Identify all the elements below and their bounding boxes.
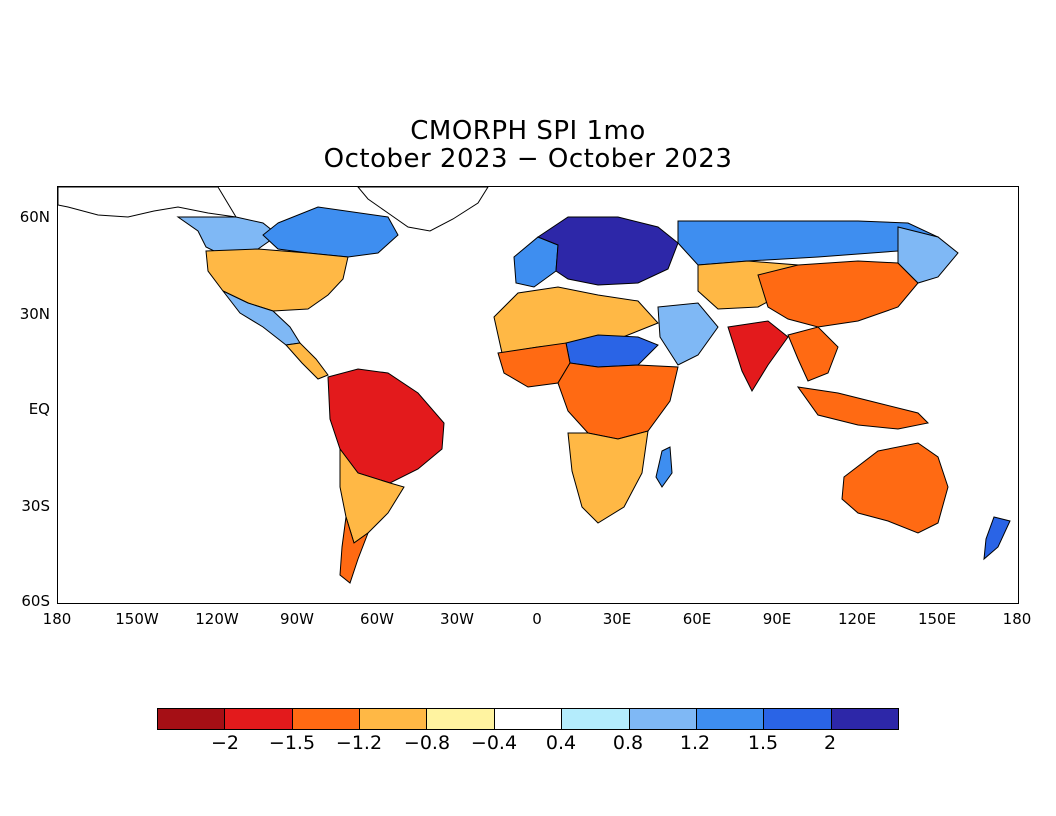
region-eastern-canada	[262, 206, 399, 258]
region-southern-africa	[567, 430, 649, 524]
region-southern-south-america	[339, 447, 405, 544]
colorbar-swatch	[158, 709, 226, 729]
map-subtitle: October 2023 − October 2023	[323, 144, 733, 174]
colorbar-label: 1.5	[747, 732, 779, 754]
colorbar-swatch	[292, 709, 361, 729]
colorbar-swatch	[360, 709, 428, 729]
region-china	[757, 260, 919, 328]
colorbar-swatch	[427, 709, 495, 729]
lat-label-30n: 30N	[19, 305, 50, 323]
region-southeast-asia	[787, 326, 839, 382]
region-indonesia	[796, 386, 930, 430]
colorbar-label: −2	[210, 732, 239, 754]
lon-label-30e: 30E	[602, 610, 632, 628]
colorbar-label: 0.4	[545, 732, 577, 754]
colorbar-swatch	[562, 709, 630, 729]
region-east-asia	[897, 226, 959, 284]
lon-label-150w: 150W	[115, 610, 159, 628]
colorbar-swatch	[494, 709, 563, 729]
lon-label-120e: 120E	[837, 610, 877, 628]
colorbar-label: 2	[823, 732, 837, 754]
lon-label-60w: 60W	[360, 610, 394, 628]
lat-label-60n: 60N	[19, 208, 50, 226]
lon-label-180w: 180	[42, 610, 72, 628]
region-greenland	[357, 187, 489, 232]
region-europe	[536, 216, 679, 286]
colorbar-swatch	[629, 709, 697, 729]
colorbar	[157, 708, 899, 730]
region-western-europe	[513, 236, 559, 288]
lon-label-0: 0	[532, 610, 542, 628]
region-central-africa	[557, 362, 679, 440]
region-sahel	[565, 334, 659, 368]
region-usa	[205, 248, 349, 312]
region-alaska-canada	[58, 187, 237, 218]
colorbar-label: −1.2	[335, 732, 383, 754]
colorbar-swatch	[696, 709, 765, 729]
colorbar-label: 0.8	[612, 732, 644, 754]
colorbar-label: 1.2	[679, 732, 711, 754]
lat-label-60s: 60S	[21, 592, 50, 610]
region-madagascar	[655, 446, 673, 488]
region-india	[727, 320, 789, 393]
lon-label-150e: 150E	[917, 610, 957, 628]
map-frame	[57, 186, 1019, 604]
colorbar-swatch	[764, 709, 832, 729]
region-new-zealand	[983, 516, 1011, 561]
colorbar-swatch	[225, 709, 293, 729]
lon-label-90w: 90W	[280, 610, 314, 628]
lat-label-30s: 30S	[21, 497, 50, 515]
colorbar-swatch	[831, 709, 898, 729]
region-patagonia	[339, 516, 370, 584]
lon-label-60e: 60E	[682, 610, 712, 628]
lat-label-eq: EQ	[28, 400, 50, 418]
colorbar-label: −0.4	[470, 732, 518, 754]
region-brazil	[327, 368, 445, 484]
colorbar-label: −1.5	[268, 732, 316, 754]
map-title: CMORPH SPI 1mo	[410, 116, 646, 146]
region-central-america	[285, 342, 329, 380]
colorbar-label: −0.8	[403, 732, 451, 754]
region-arabia	[657, 302, 719, 366]
lon-label-90e: 90E	[762, 610, 792, 628]
lon-label-120w: 120W	[195, 610, 239, 628]
world-map	[58, 187, 1011, 584]
lon-label-180e: 180	[1002, 610, 1032, 628]
region-australia	[841, 442, 949, 534]
lon-label-30w: 30W	[440, 610, 474, 628]
